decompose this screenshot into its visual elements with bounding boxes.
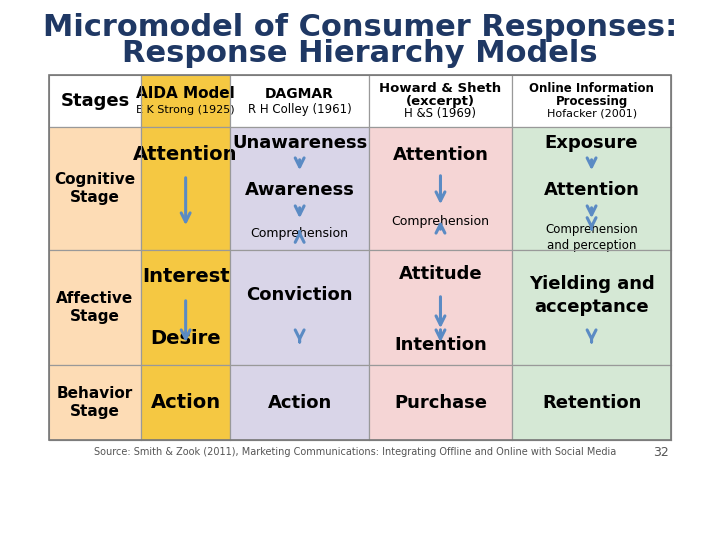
Text: Comprehension: Comprehension [251,227,348,240]
Text: Hofacker (2001): Hofacker (2001) [546,109,636,119]
Bar [141,75,230,127]
Bar [49,127,141,250]
Bar [369,127,512,250]
Text: Exposure: Exposure [545,134,639,152]
Text: Processing: Processing [555,94,628,107]
Text: R H Colley (1961): R H Colley (1961) [248,104,351,117]
Text: Affective
Stage: Affective Stage [56,291,133,323]
Bar [49,250,141,365]
Text: Behavior
Stage: Behavior Stage [57,386,133,418]
Text: Purchase: Purchase [394,394,487,411]
Text: Unawareness: Unawareness [232,134,367,152]
Text: Response Hierarchy Models: Response Hierarchy Models [122,38,598,68]
Text: Online Information: Online Information [529,83,654,96]
Text: Comprehension
and perception: Comprehension and perception [545,222,638,252]
Text: Howard & Sheth: Howard & Sheth [379,83,502,96]
Text: Attention: Attention [544,181,639,199]
Text: Attention: Attention [133,145,238,165]
Bar [141,365,230,440]
Text: (excerpt): (excerpt) [406,94,475,107]
Text: 32: 32 [653,446,668,458]
Bar [230,365,369,440]
Bar [369,250,512,365]
Bar [230,250,369,365]
Text: Conviction: Conviction [246,287,353,305]
Text: Yielding and
acceptance: Yielding and acceptance [528,275,654,315]
Bar [512,365,671,440]
Bar [369,75,512,127]
Text: H &S (1969): H &S (1969) [405,107,477,120]
Text: Action: Action [150,393,221,412]
Text: Micromodel of Consumer Responses:: Micromodel of Consumer Responses: [43,14,677,43]
Text: AIDA Model: AIDA Model [136,86,235,102]
Bar [369,365,512,440]
Text: E K Strong (1925): E K Strong (1925) [136,105,235,115]
Bar [512,127,671,250]
Text: Attitude: Attitude [399,265,482,283]
Text: Desire: Desire [150,329,221,348]
Text: Retention: Retention [542,394,642,411]
Bar [49,365,141,440]
Bar [512,250,671,365]
Text: Comprehension: Comprehension [392,215,490,228]
Bar [49,75,141,127]
Bar [49,75,671,440]
Text: Awareness: Awareness [245,181,354,199]
Text: Source: Smith & Zook (2011), Marketing Communications: Integrating Offline and O: Source: Smith & Zook (2011), Marketing C… [94,447,616,457]
Text: DAGMAR: DAGMAR [265,87,334,101]
Text: Action: Action [268,394,332,411]
Text: Cognitive
Stage: Cognitive Stage [54,172,135,205]
Bar [141,127,230,250]
Text: Interest: Interest [142,267,230,286]
Bar [141,250,230,365]
Text: Stages: Stages [60,92,130,110]
Bar [230,75,369,127]
Text: Attention: Attention [392,146,488,164]
Text: Intention: Intention [394,336,487,354]
Bar [230,127,369,250]
Bar [512,75,671,127]
